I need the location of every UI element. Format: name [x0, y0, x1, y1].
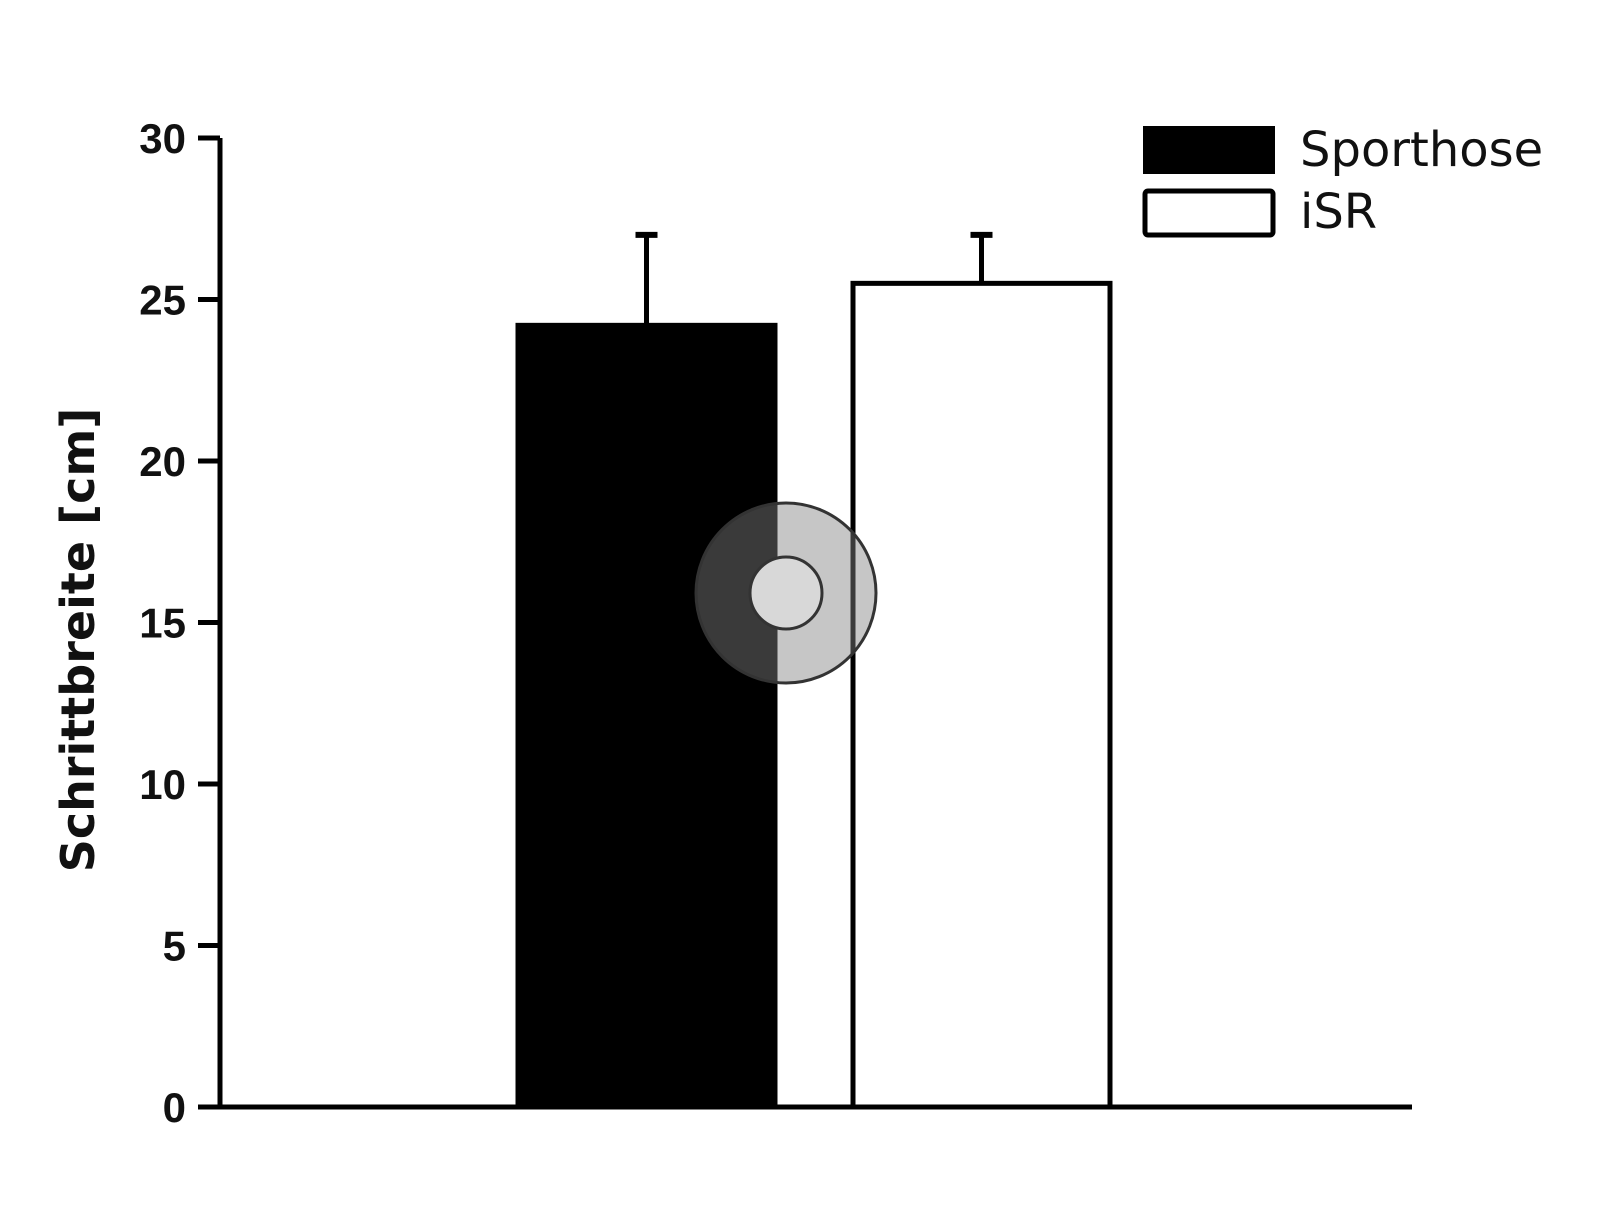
y-tick-label: 30 — [139, 115, 186, 162]
bar-sporthose — [515, 322, 778, 1110]
y-axis-label: Schrittbreite [cm] — [51, 408, 105, 873]
y-tick-label: 10 — [139, 761, 186, 808]
y-ticks-group: 0 5 10 15 20 25 30 — [139, 115, 220, 1131]
click-cursor-indicator — [694, 501, 878, 685]
bar-isr — [850, 280, 1113, 1110]
bars-group — [515, 280, 1113, 1110]
error-bars-group — [635, 231, 993, 326]
y-tick-label: 20 — [139, 438, 186, 485]
y-tick-label: 15 — [139, 600, 186, 647]
y-tick-label: 25 — [139, 277, 186, 324]
legend: Sporthose iSR — [1142, 122, 1543, 240]
legend-swatch-isr — [1142, 188, 1276, 238]
legend-label-isr: iSR — [1300, 184, 1377, 240]
legend-swatch-sporthose — [1143, 126, 1275, 174]
y-tick-label: 0 — [163, 1084, 186, 1131]
y-tick-label: 5 — [163, 923, 186, 970]
legend-label-sporthose: Sporthose — [1300, 122, 1543, 178]
